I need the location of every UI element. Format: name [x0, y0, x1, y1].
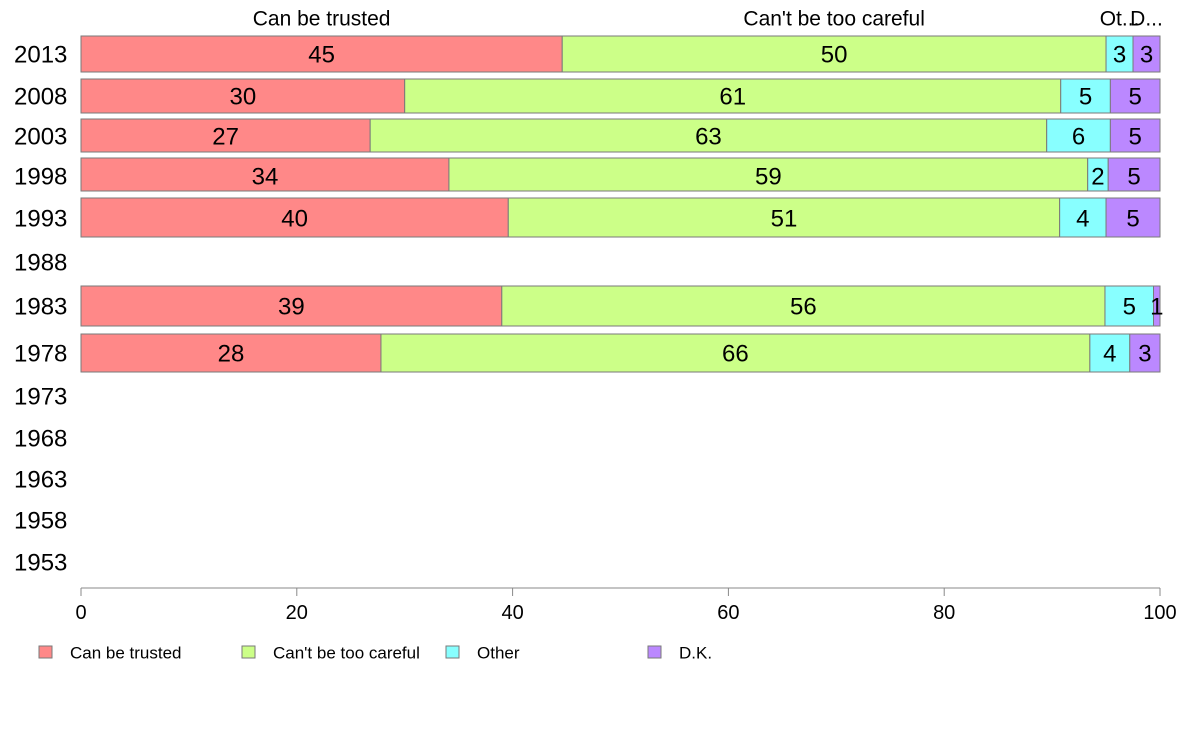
- bar-segment: [1153, 285, 1161, 327]
- bar-segment: [507, 197, 1061, 238]
- y-tick-label: 1993: [14, 206, 67, 233]
- column-header-label: Ot...: [1100, 8, 1140, 31]
- bar-value-label: 3: [1140, 42, 1153, 69]
- y-tick-label: 1988: [14, 250, 67, 277]
- bar-value-label: 50: [821, 42, 848, 69]
- y-axis-labels: 2013 2008 2003 1998 1993 1988 1983 1978 1973 1968…: [14, 42, 67, 577]
- bar-value-label: 1: [1150, 294, 1163, 321]
- bar-segment: [1129, 333, 1161, 373]
- bar-segment: [80, 285, 503, 327]
- bar-value-label: 51: [771, 206, 798, 233]
- legend: Can be trusted Can't be too careful Other D…: [38, 644, 712, 663]
- bar-value-label: 4: [1076, 206, 1089, 233]
- bar-value-label: 40: [281, 206, 308, 233]
- bars: 45 50 3 330 61 5 527 63 6 534 59 2 540 51 4 539 56 5 128 66…: [80, 35, 1163, 373]
- bar-segment: [561, 35, 1107, 73]
- bar-value-label: 34: [252, 164, 279, 191]
- bar-value-label: 61: [719, 84, 746, 111]
- bar-segment: [80, 78, 406, 114]
- bar-segment: [1109, 118, 1161, 153]
- y-tick-label: 1968: [14, 426, 67, 453]
- bar-segment: [1046, 118, 1111, 153]
- y-tick-label: 1973: [14, 384, 67, 411]
- bar-segment: [1109, 78, 1161, 114]
- bar-value-label: 5: [1129, 124, 1142, 151]
- bar-value-label: 30: [229, 84, 256, 111]
- column-header-label: D...: [1130, 8, 1163, 31]
- bar-value-label: 3: [1138, 341, 1151, 368]
- bar-segment: [404, 78, 1062, 114]
- y-tick-label: 1983: [14, 294, 67, 321]
- y-tick-label: 1998: [14, 164, 67, 191]
- bar-value-label: 2: [1091, 164, 1104, 191]
- y-tick-label: 2003: [14, 124, 67, 151]
- x-tick-label: 80: [933, 602, 955, 624]
- legend-swatch: [38, 645, 53, 659]
- bar-segment: [1132, 35, 1161, 73]
- bar-value-label: 3: [1113, 42, 1126, 69]
- bar-segment: [1059, 197, 1107, 238]
- legend-swatch: [445, 645, 460, 659]
- x-tick-label: 20: [286, 602, 308, 624]
- legend-label: Other: [477, 644, 520, 663]
- bar-segment: [80, 157, 450, 192]
- bar-value-label: 45: [308, 42, 335, 69]
- bar-value-label: 5: [1123, 294, 1136, 321]
- bar-value-label: 6: [1072, 124, 1085, 151]
- bar-value-label: 4: [1103, 341, 1116, 368]
- bar-value-label: 27: [212, 124, 239, 151]
- column-header-labels: Can be trusted Can't be too careful Ot...D…: [253, 8, 1163, 31]
- bar-segment: [448, 157, 1089, 192]
- bar-segment: [1105, 197, 1161, 238]
- bar-value-label: 28: [218, 341, 245, 368]
- bar-value-label: 63: [695, 124, 722, 151]
- legend-swatch: [241, 645, 256, 659]
- bar-segment: [80, 118, 371, 153]
- x-tick-label: 0: [75, 602, 86, 624]
- x-tick-label: 100: [1143, 602, 1176, 624]
- y-tick-label: 2013: [14, 42, 67, 69]
- bar-segment: [1107, 157, 1161, 192]
- y-tick-label: 2008: [14, 84, 67, 111]
- y-tick-label: 1953: [14, 550, 67, 577]
- bar-segment: [1060, 78, 1111, 114]
- bar-value-label: 56: [790, 294, 817, 321]
- x-tick-label: 40: [501, 602, 523, 624]
- bar-value-label: 5: [1079, 84, 1092, 111]
- bar-value-label: 5: [1129, 84, 1142, 111]
- x-tick-label: 60: [717, 602, 739, 624]
- bar-value-label: 39: [278, 294, 305, 321]
- column-header-label: Can be trusted: [253, 8, 391, 31]
- bar-value-label: 59: [755, 164, 782, 191]
- bar-segment: [1089, 333, 1131, 373]
- bar-value-label: 66: [722, 341, 749, 368]
- y-tick-label: 1978: [14, 341, 67, 368]
- legend-swatch: [647, 645, 662, 659]
- legend-label: Can't be too careful: [273, 644, 420, 663]
- bar-segment: [369, 118, 1048, 153]
- x-axis: 0 20 40 60 80 100: [75, 587, 1177, 624]
- column-header-label: Can't be too careful: [743, 8, 924, 31]
- bar-segment: [80, 197, 509, 238]
- y-tick-label: 1963: [14, 467, 67, 494]
- bar-segment: [1104, 285, 1155, 327]
- bar-value-label: 5: [1127, 164, 1140, 191]
- bar-value-label: 5: [1126, 206, 1139, 233]
- y-tick-label: 1958: [14, 508, 67, 535]
- legend-label: D.K.: [679, 644, 712, 663]
- bar-segment: [80, 333, 382, 373]
- legend-label: Can be trusted: [70, 644, 182, 663]
